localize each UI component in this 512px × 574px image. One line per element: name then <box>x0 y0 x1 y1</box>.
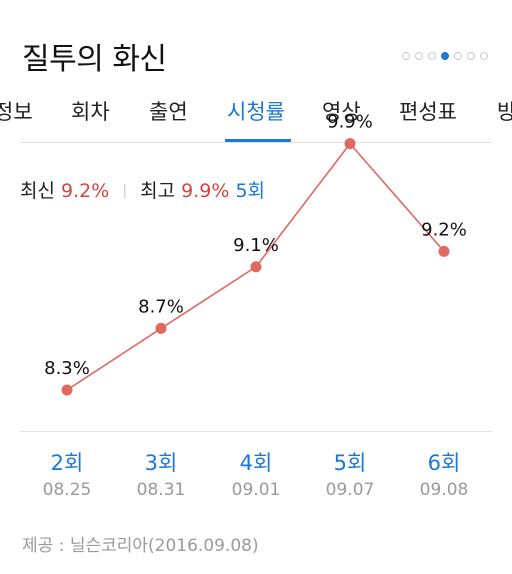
air-date-label: 09.08 <box>419 480 469 500</box>
page-dot[interactable] <box>454 52 462 60</box>
rating-point[interactable] <box>250 261 262 273</box>
best-value: 9.9% <box>181 180 230 202</box>
rating-data-label: 9.2% <box>421 219 467 240</box>
page-dot[interactable] <box>467 52 475 60</box>
episode-tick-label[interactable]: 4회 <box>239 451 273 475</box>
rating-data-label: 9.1% <box>233 235 279 256</box>
page-indicator <box>402 52 488 60</box>
air-date-label: 08.31 <box>136 480 186 500</box>
tab-schedule[interactable]: 편성표 <box>399 100 457 124</box>
tab-more[interactable]: 방 <box>497 100 512 124</box>
page-dot[interactable] <box>480 52 488 60</box>
rating-point[interactable] <box>155 322 167 334</box>
separator: | <box>122 183 128 199</box>
divider <box>20 142 492 143</box>
page-dot[interactable] <box>402 52 410 60</box>
rating-point[interactable] <box>61 384 73 396</box>
episode-tick-label[interactable]: 3회 <box>144 451 178 475</box>
best-label: 최고 <box>140 180 176 202</box>
page-dot[interactable] <box>428 52 436 60</box>
air-date-label: 09.01 <box>231 480 281 500</box>
rating-data-label: 8.7% <box>138 296 184 317</box>
page-title: 질투의 화신 <box>22 42 167 77</box>
tab-ratings[interactable]: 시청률 <box>227 100 285 124</box>
air-date-label: 08.25 <box>42 480 92 500</box>
air-date-label: 09.07 <box>325 480 375 500</box>
rating-data-label: 8.3% <box>44 358 90 379</box>
rating-point[interactable] <box>344 138 356 150</box>
tab-cast[interactable]: 출연 <box>149 100 188 124</box>
tab-episodes[interactable]: 회차 <box>71 100 110 124</box>
axis-divider <box>20 431 492 432</box>
episode-tick-label[interactable]: 6회 <box>427 451 461 475</box>
page-dot-active[interactable] <box>441 52 449 60</box>
episode-tick-label[interactable]: 5회 <box>333 451 367 475</box>
latest-label: 최신 <box>20 180 55 202</box>
rating-summary: 최신 9.2% | 최고 9.9% 5회 <box>20 176 265 203</box>
rating-point[interactable] <box>438 245 450 257</box>
tab-info[interactable]: 정보 <box>0 100 33 124</box>
page-dot[interactable] <box>415 52 423 60</box>
tab-bar: 정보 회차 출연 시청률 영상 편성표 방 <box>0 96 512 142</box>
data-source: 제공 : 닐슨코리아(2016.09.08) <box>22 536 259 556</box>
latest-value: 9.2% <box>61 180 110 202</box>
rating-data-label: 9.9% <box>327 112 373 133</box>
tab-video[interactable]: 영상 <box>322 100 361 124</box>
active-tab-indicator <box>225 139 291 142</box>
episode-tick-label[interactable]: 2회 <box>50 451 84 475</box>
best-episode: 5회 <box>235 180 266 202</box>
